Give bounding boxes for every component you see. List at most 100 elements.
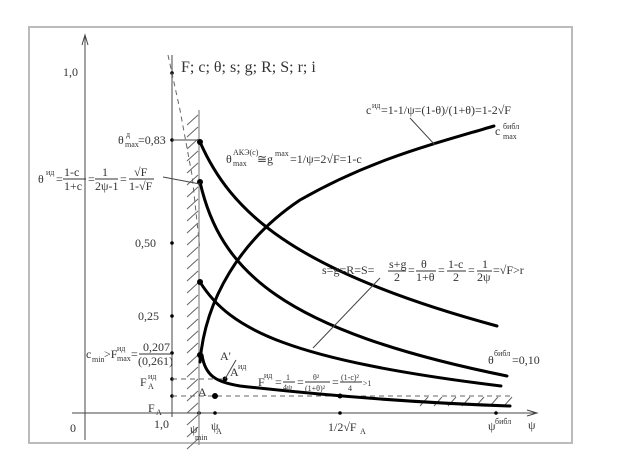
hatch-line [186, 186, 199, 198]
svg-text:θ²: θ² [313, 373, 320, 382]
svg-text:д: д [126, 130, 130, 139]
hatch-line [186, 294, 199, 306]
svg-text:θ: θ [38, 172, 44, 186]
hatch-line [186, 198, 199, 210]
svg-text:=: = [56, 172, 63, 186]
svg-text:1+c: 1+c [64, 179, 82, 193]
f-formula: F ид = 1 4ψ = θ² (1+θ)² = (1-c)² 4 >1 [258, 371, 372, 393]
svg-text:ψ: ψ [488, 419, 496, 433]
hatch-line [186, 438, 199, 450]
hatch-line [186, 138, 199, 150]
x-tick-psi-min: ψ min [190, 422, 207, 442]
hatch-line [186, 270, 199, 282]
svg-text:=0,83: =0,83 [138, 133, 166, 147]
hatch-line [186, 426, 199, 438]
svg-text:A: A [156, 408, 162, 417]
svg-text:=0,10: =0,10 [512, 353, 540, 367]
svg-text:(0,261): (0,261) [138, 354, 173, 368]
hatch-line [186, 318, 199, 330]
hatch-line [186, 162, 199, 174]
svg-text:библ: библ [495, 417, 511, 426]
x-axis-psi-label: ψ [528, 418, 536, 432]
svg-text:ид: ид [46, 168, 54, 177]
svg-text:2ψ: 2ψ [477, 270, 491, 284]
svg-text:c: c [495, 124, 500, 138]
hatch-line [186, 126, 199, 138]
hatch-line [186, 306, 199, 318]
theta-bibl-label: θ библ =0,10 [488, 349, 540, 367]
svg-text:1-c: 1-c [64, 165, 79, 179]
svg-text:A: A [360, 427, 366, 436]
c-max-bibl-label: c библ max [495, 122, 519, 141]
svg-text:θ: θ [118, 133, 124, 147]
svg-text:1: 1 [482, 257, 488, 271]
wall-hatching [186, 114, 199, 450]
svg-text:F: F [140, 375, 147, 389]
dashed-boundary [167, 54, 201, 251]
origin-label: 0 [70, 421, 76, 435]
svg-text:ид: ид [372, 101, 380, 110]
svg-text:1: 1 [286, 373, 290, 382]
svg-text:>1: >1 [363, 379, 372, 388]
hatch-line [186, 414, 199, 426]
svg-text:4ψ: 4ψ [283, 383, 292, 392]
c-arrow [409, 117, 436, 146]
svg-text:F: F [258, 375, 265, 389]
x-tick-psi-bibl: ψ библ [488, 417, 511, 433]
s-curve [198, 180, 509, 378]
svg-text:max: max [125, 140, 139, 149]
axis-title: F; c; θ; s; g; R; S; r; i [181, 59, 316, 76]
svg-text:=: = [120, 172, 127, 186]
hatch-line [186, 234, 199, 246]
svg-text:=: = [468, 263, 475, 277]
hatch-line [186, 402, 199, 414]
f-curve [200, 353, 512, 408]
svg-text:θ: θ [488, 353, 494, 367]
svg-text:1-√F: 1-√F [129, 179, 153, 193]
svg-text:1-c: 1-c [448, 257, 463, 271]
svg-text:√F: √F [134, 165, 148, 179]
fa-id-label: F ид A [140, 372, 156, 391]
svg-text:2: 2 [453, 270, 459, 284]
hatch-line [186, 354, 199, 366]
svg-text:0,207: 0,207 [143, 340, 170, 354]
svg-text:=: = [275, 375, 282, 389]
svg-text:2ψ-1: 2ψ-1 [95, 179, 119, 193]
svg-text:=: = [332, 375, 339, 389]
hatch-line [186, 174, 199, 186]
point-a-prime-label: A' [220, 349, 231, 363]
s-arrow [312, 277, 381, 349]
svg-text:=1-1/ψ=(1-θ)/(1+θ)=1-2√F: =1-1/ψ=(1-θ)/(1+θ)=1-2√F [381, 103, 511, 117]
hatch-line [186, 210, 199, 222]
svg-text:=√F>r: =√F>r [493, 263, 524, 277]
svg-text:A: A [148, 382, 154, 391]
hatch-line [186, 330, 199, 342]
fa-label: F A [148, 401, 162, 417]
hatch-line [186, 150, 199, 162]
svg-text:A: A [230, 365, 239, 379]
svg-text:библ: библ [503, 122, 519, 131]
svg-text:=: = [88, 172, 95, 186]
y-tick-1-inner: 1,0 [154, 417, 169, 431]
tick-dots [170, 71, 498, 415]
svg-text:max: max [117, 354, 131, 363]
point-a-id-label: A ид [230, 362, 246, 379]
svg-text:=: = [408, 263, 415, 277]
svg-text:1: 1 [102, 165, 108, 179]
svg-text:ид: ид [264, 371, 272, 380]
point-a-label: A [198, 385, 207, 399]
theta-max-curve [198, 140, 499, 328]
svg-text:max: max [275, 149, 289, 158]
c-curve [198, 124, 496, 364]
x-tick-psi-a: ψ A [211, 419, 222, 436]
svg-text:min: min [195, 433, 207, 442]
svg-text:1/2√F: 1/2√F [328, 420, 357, 434]
svg-text:max: max [503, 132, 517, 141]
svg-text:s=g=R=S=: s=g=R=S= [322, 263, 375, 277]
svg-text:θ: θ [421, 257, 427, 271]
svg-text:библ: библ [494, 349, 510, 358]
y-tick-050: 0,50 [135, 236, 156, 250]
svg-text:F: F [148, 401, 155, 415]
svg-text:ид: ид [117, 344, 125, 353]
svg-text:c: c [86, 347, 91, 361]
